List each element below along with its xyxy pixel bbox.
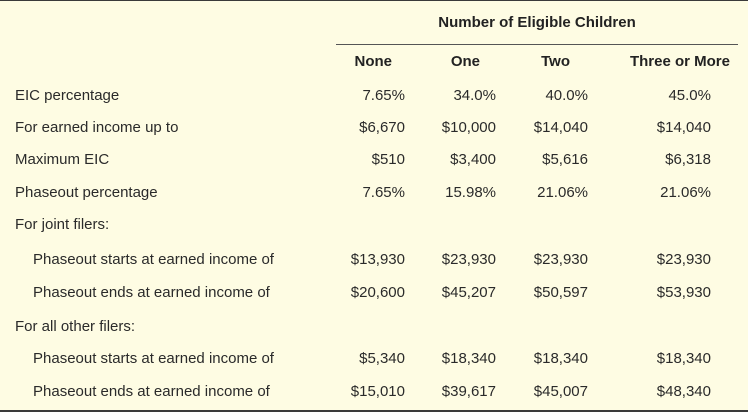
table-cell: $18,340: [656, 350, 711, 367]
row-label: For joint filers:: [15, 216, 110, 233]
column-header-one: One: [450, 53, 480, 70]
table-cell: 21.06%: [537, 184, 588, 201]
table-cell: $6,318: [665, 151, 711, 168]
table-cell: $14,040: [533, 119, 588, 136]
row-label: Phaseout starts at earned income of: [33, 251, 274, 268]
column-header-three-or-more: Three or More: [629, 53, 730, 70]
table-cell: $3,400: [450, 151, 496, 168]
table-cell: 34.0%: [453, 87, 496, 104]
row-label: Phaseout ends at earned income of: [33, 383, 270, 400]
column-header-two: Two: [541, 53, 570, 70]
column-header-none: None: [354, 53, 393, 70]
table-cell: $48,340: [656, 383, 711, 400]
table-cell: 40.0%: [545, 87, 588, 104]
table-cell: 7.65%: [362, 184, 405, 201]
table-cell: $45,207: [441, 284, 496, 301]
table-cell: $6,670: [359, 119, 405, 136]
row-label: EIC percentage: [15, 87, 120, 104]
table-cell: $23,930: [533, 251, 588, 268]
table-cell: $53,930: [656, 284, 711, 301]
table-cell: $39,617: [441, 383, 496, 400]
row-label: For all other filers:: [15, 318, 136, 335]
table-cell: $13,930: [350, 251, 405, 268]
table-cell: $23,930: [441, 251, 496, 268]
table-cell: $10,000: [441, 119, 496, 136]
table-cell: $18,340: [533, 350, 588, 367]
table-cell: $15,010: [350, 383, 405, 400]
row-label: Phaseout starts at earned income of: [33, 350, 274, 367]
table-cell: $18,340: [441, 350, 496, 367]
row-label: Phaseout percentage: [15, 184, 158, 201]
table-cell: 21.06%: [660, 184, 711, 201]
table-cell: 15.98%: [445, 184, 496, 201]
table-cell: $20,600: [350, 284, 405, 301]
row-label: Phaseout ends at earned income of: [33, 284, 270, 301]
header-divider: [336, 44, 738, 45]
column-group-header: Number of Eligible Children: [438, 14, 636, 31]
table-cell: 45.0%: [668, 87, 711, 104]
table-cell: 7.65%: [362, 87, 405, 104]
row-label: For earned income up to: [15, 119, 179, 136]
table-cell: $14,040: [656, 119, 711, 136]
table-cell: $5,340: [359, 350, 405, 367]
table-cell: $45,007: [533, 383, 588, 400]
table-cell: $5,616: [542, 151, 588, 168]
table-cell: $510: [371, 151, 405, 168]
table-cell: $50,597: [533, 284, 588, 301]
row-label: Maximum EIC: [15, 151, 110, 168]
table-cell: $23,930: [656, 251, 711, 268]
